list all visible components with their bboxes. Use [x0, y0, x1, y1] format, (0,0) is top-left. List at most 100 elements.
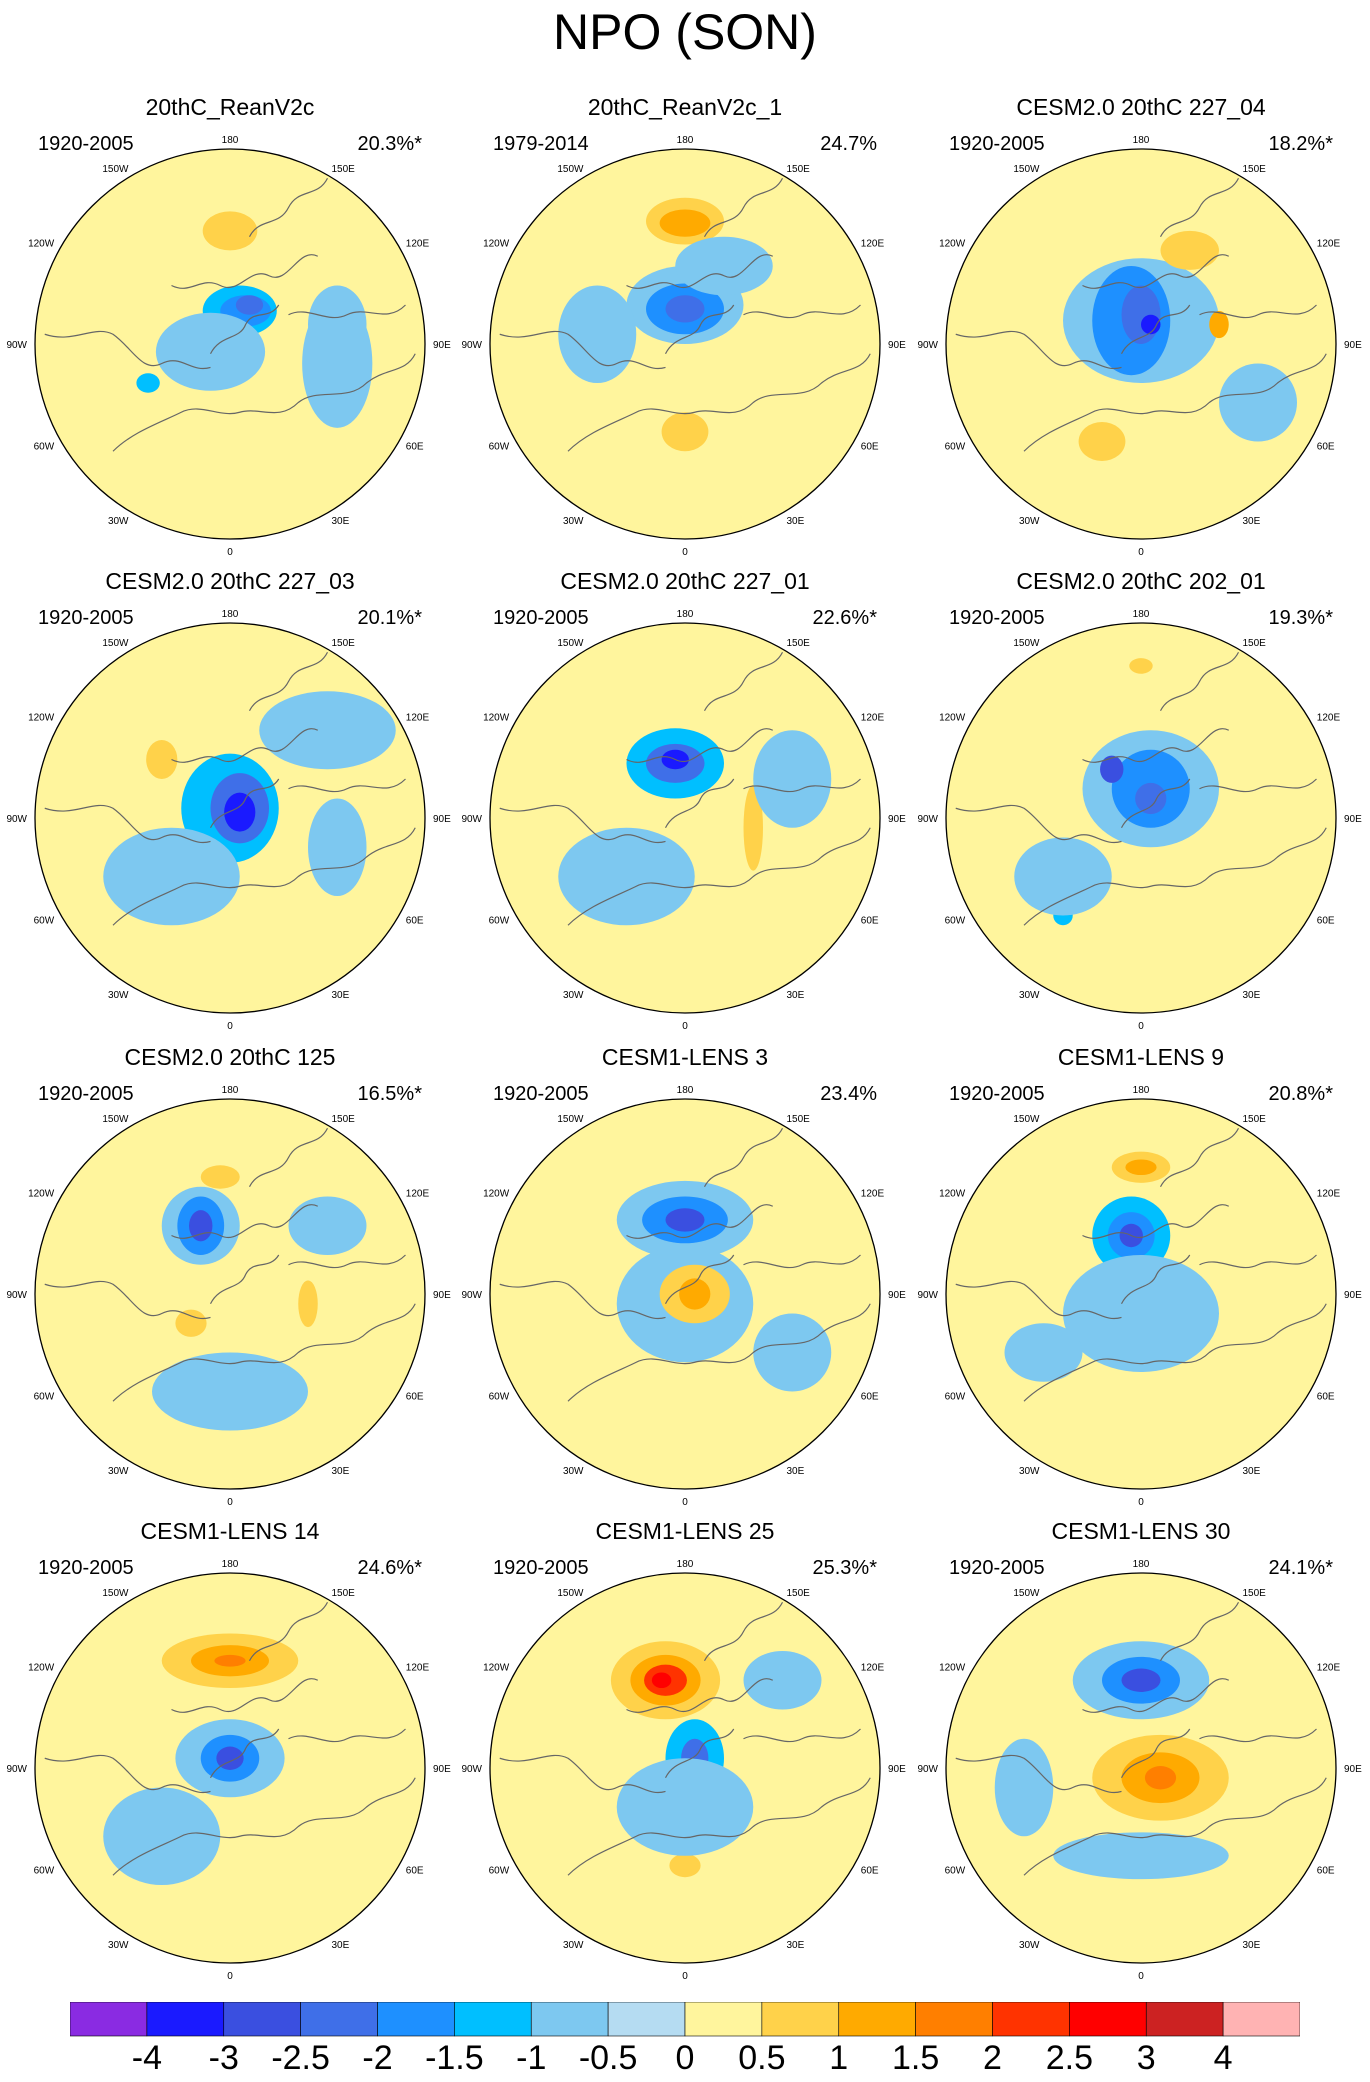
longitude-label: 150W [102, 1114, 129, 1125]
longitude-label: 90E [1344, 1290, 1362, 1301]
coastline [171, 728, 319, 763]
longitude-label: 60E [1317, 1392, 1335, 1403]
longitude-label: 0 [1138, 1971, 1144, 1982]
longitude-label: 90E [433, 1290, 451, 1301]
contour-region [743, 1651, 822, 1710]
longitude-label: 150E [1243, 638, 1267, 649]
map-panel: CESM1-LENS 3 1920-2005 23.4% 180 0 150W 150E 12… [460, 1042, 910, 1512]
longitude-label: 90E [888, 1290, 906, 1301]
coastline [209, 1254, 280, 1305]
map-border [34, 1098, 426, 1490]
coastline [743, 778, 861, 793]
coastline [171, 1678, 319, 1713]
contour-region [665, 295, 705, 323]
longitude-label: 30E [1243, 1940, 1261, 1951]
colorbar-tick-label: -2.5 [271, 2039, 330, 2077]
longitude-label: 90E [433, 814, 451, 825]
coastlines [44, 651, 416, 926]
longitude-label: 120E [861, 1663, 885, 1674]
contour-region [1014, 837, 1112, 916]
longitude-label: 120W [939, 239, 966, 250]
longitude-label: 60W [489, 1392, 510, 1403]
longitude-label: 180 [677, 1085, 694, 1096]
coastline [112, 1303, 416, 1402]
contour-field [35, 623, 425, 1013]
coastline [664, 1254, 735, 1305]
colorbar-tick-label: 1.5 [891, 2039, 940, 2077]
longitude-label: 150W [102, 164, 129, 175]
map-panel: CESM1-LENS 25 1920-2005 25.3%* 180 0 150W 150E… [460, 1516, 910, 1986]
longitude-label: 30W [563, 1940, 584, 1951]
longitude-label: 0 [1138, 1497, 1144, 1508]
longitude-label: 150W [1013, 638, 1040, 649]
colorbar-swatch [300, 2002, 378, 2037]
colorbar-swatch [1069, 2002, 1147, 2037]
coastline [44, 804, 211, 844]
colorbar-swatch [992, 2002, 1070, 2037]
panel-period: 1920-2005 [949, 133, 1045, 155]
contour-region [1121, 1668, 1161, 1692]
map-panel: CESM2.0 20thC 202_01 1920-2005 19.3%* 180 0 1… [916, 566, 1366, 1036]
longitude-label: 120W [28, 1663, 55, 1674]
longitude-label: 90W [461, 340, 482, 351]
colorbar [70, 2002, 1300, 2037]
contour-field [35, 1099, 425, 1489]
contour-region [753, 1313, 832, 1392]
longitude-label: 60W [945, 916, 966, 927]
coastlines [955, 177, 1327, 452]
coastlines [955, 1601, 1327, 1876]
coastlines [499, 1601, 871, 1876]
map-border [945, 1098, 1337, 1490]
contour-field [490, 623, 880, 1013]
longitude-label: 60E [406, 916, 424, 927]
contour-region [669, 1853, 701, 1878]
longitude-label: 0 [682, 1497, 688, 1508]
coastline [1023, 353, 1327, 452]
longitude-label: 150W [1013, 1588, 1040, 1599]
longitude-label: 120E [406, 1189, 430, 1200]
contour-region [1125, 1159, 1157, 1176]
longitude-label: 60W [945, 1392, 966, 1403]
coastline [1082, 254, 1230, 289]
map-panel: CESM2.0 20thC 227_03 1920-2005 20.1%* 180 0 1… [5, 566, 455, 1036]
contour-region [103, 1787, 221, 1885]
contour-region [661, 412, 709, 452]
contour-region [1141, 314, 1161, 335]
colorbar-swatch [530, 2002, 609, 2037]
panel-period: 1920-2005 [38, 133, 134, 155]
longitude-label: 90W [917, 340, 938, 351]
colorbar-swatch [607, 2002, 686, 2037]
longitude-label: 90E [433, 340, 451, 351]
contour-region [308, 798, 367, 896]
longitude-label: 120E [861, 713, 885, 724]
coastline [209, 1728, 280, 1779]
longitude-label: 30W [563, 990, 584, 1001]
panel-title: 20thC_ReanV2c_1 [587, 94, 783, 120]
contour-region [224, 792, 256, 832]
map-border [945, 622, 1337, 1014]
longitude-label: 150W [557, 638, 584, 649]
longitude-label: 60E [406, 1866, 424, 1877]
map-border [489, 1572, 881, 1964]
longitude-label: 120W [939, 1189, 966, 1200]
longitude-label: 120E [861, 239, 885, 250]
longitude-label: 180 [1133, 1085, 1150, 1096]
contour-region [1078, 422, 1126, 461]
panel-variance: 19.3%* [1268, 607, 1334, 629]
map-panel: 20thC_ReanV2c_1 1979-2014 24.7% 180 0 150W 150… [460, 92, 910, 562]
colorbar-swatch [684, 2002, 763, 2037]
coastline [567, 353, 871, 452]
panel-period: 1920-2005 [493, 607, 589, 629]
coastline [44, 330, 211, 370]
longitude-label: 120E [1317, 1663, 1341, 1674]
longitude-label: 30W [108, 1466, 129, 1477]
panel-variance: 20.1%* [357, 607, 423, 629]
longitude-label: 150E [332, 1114, 356, 1125]
figure-title: NPO (SON) [553, 4, 817, 60]
colorbar-tick-label: 0 [675, 2039, 695, 2077]
coastline [743, 304, 861, 319]
colorbar-tick-label: -1.5 [425, 2039, 484, 2077]
coastline [626, 1678, 774, 1713]
coastline [567, 1777, 871, 1876]
coastline [1082, 1678, 1230, 1713]
